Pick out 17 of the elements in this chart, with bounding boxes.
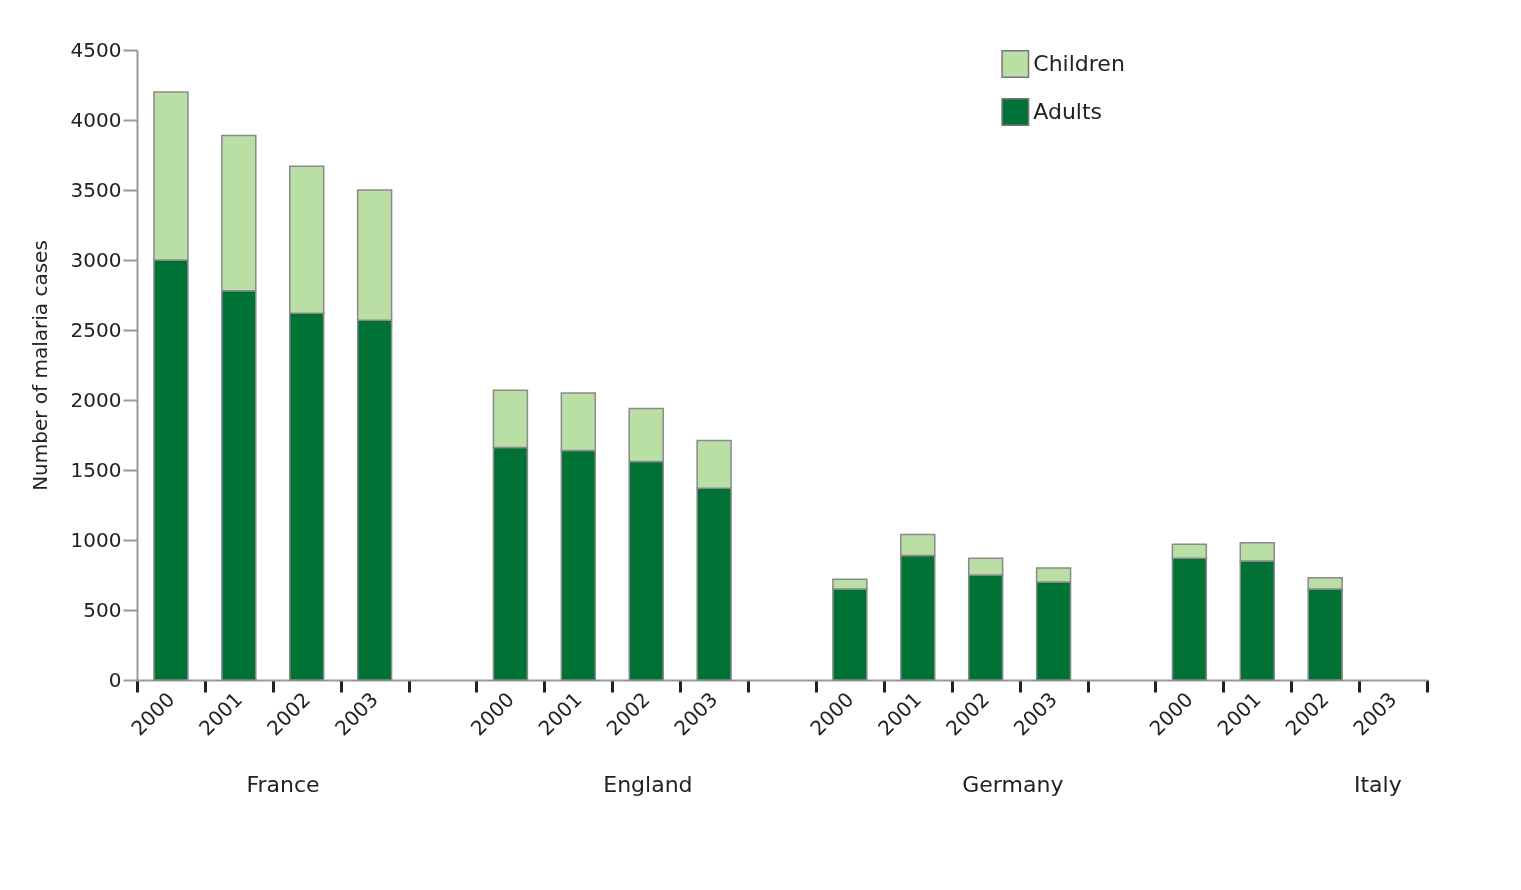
y-tick-label: 500 <box>83 597 122 622</box>
text: Italy <box>1353 772 1402 797</box>
text: England <box>603 772 693 797</box>
y-tick-label: 3000 <box>70 247 122 272</box>
y-tick-label: 0 <box>108 667 122 692</box>
legend-label: Children <box>1033 51 1125 76</box>
y-tick-label: 2000 <box>70 387 122 412</box>
text: France <box>246 772 320 797</box>
y-tick-label: 1500 <box>70 457 122 482</box>
y-tick-label: 3500 <box>70 177 122 202</box>
legend-label: Adults <box>1033 99 1103 124</box>
y-tick-label: 4000 <box>70 107 122 132</box>
y-tick-label: 2500 <box>70 317 122 342</box>
y-axis-title: Number of malaria cases <box>27 240 52 491</box>
text: Germany <box>962 772 1064 797</box>
y-tick-label: 1000 <box>70 527 122 552</box>
y-tick-label: 4500 <box>70 37 122 62</box>
